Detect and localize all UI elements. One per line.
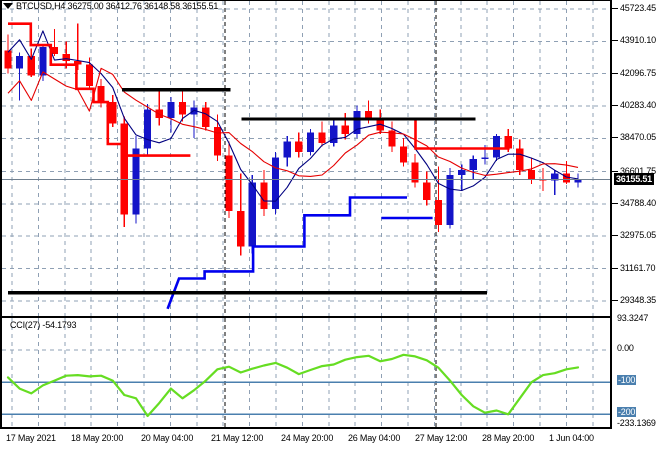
price-axis-label: 29348.35	[620, 294, 656, 305]
price-axis-label: 40283.40	[620, 100, 656, 110]
price-axis-tick	[612, 170, 618, 172]
price-axis-label: 43910.10	[620, 35, 656, 46]
price-axis-tick	[612, 299, 618, 301]
price-axis-label: 45723.45	[620, 3, 656, 14]
time-axis-label: 17 May 2021	[6, 433, 56, 443]
cci-plot	[2, 318, 610, 427]
time-axis-label: 27 May 12:00	[415, 433, 468, 443]
cci-pane[interactable]	[0, 316, 612, 429]
cci-axis-label: 93.3247	[617, 313, 649, 323]
current-price-tag: 36155.51	[614, 172, 654, 185]
cci-axis-label: -233.1369	[617, 418, 656, 428]
chart-left-border	[0, 0, 2, 429]
price-axis-tick	[612, 137, 618, 139]
cci-axis-label: -200	[617, 407, 637, 418]
price-axis-label: 34788.40	[620, 197, 656, 208]
price-axis-tick	[612, 8, 618, 10]
price-axis-label: 31161.70	[620, 262, 656, 273]
time-axis-label: 21 May 12:00	[211, 433, 264, 443]
price-axis-label: 42096.75	[620, 67, 656, 78]
price-axis-label: 38470.05	[620, 132, 656, 143]
price-axis-label: 36601.75	[620, 165, 656, 176]
time-axis-label: 26 May 04:00	[348, 433, 401, 443]
time-axis-label: 20 May 04:00	[141, 433, 194, 443]
cci-indicator-label: CCI(27) -54.1793	[10, 320, 77, 330]
cci-axis-label: 0.00	[617, 343, 634, 354]
cci-axis-label: -100	[617, 375, 637, 386]
price-axis-tick	[612, 105, 618, 106]
time-axis-label: 1 Jun 04:00	[549, 433, 594, 443]
price-pane[interactable]	[0, 0, 612, 317]
price-plot	[2, 1, 610, 317]
price-axis-tick	[612, 235, 618, 237]
price-axis-tick	[612, 40, 618, 42]
price-axis-tick	[612, 72, 618, 74]
time-axis-label: 28 May 20:00	[482, 433, 535, 443]
chart-title: BTCUSD,H4 36275.00 36412.76 36148.58 361…	[16, 1, 219, 11]
price-axis-tick	[612, 267, 618, 269]
time-axis-label: 18 May 20:00	[71, 433, 124, 443]
price-axis-label: 32975.05	[620, 230, 656, 241]
time-axis-label: 24 May 20:00	[281, 433, 334, 443]
price-axis-tick	[612, 202, 618, 204]
triangle-down-icon[interactable]	[3, 3, 13, 9]
